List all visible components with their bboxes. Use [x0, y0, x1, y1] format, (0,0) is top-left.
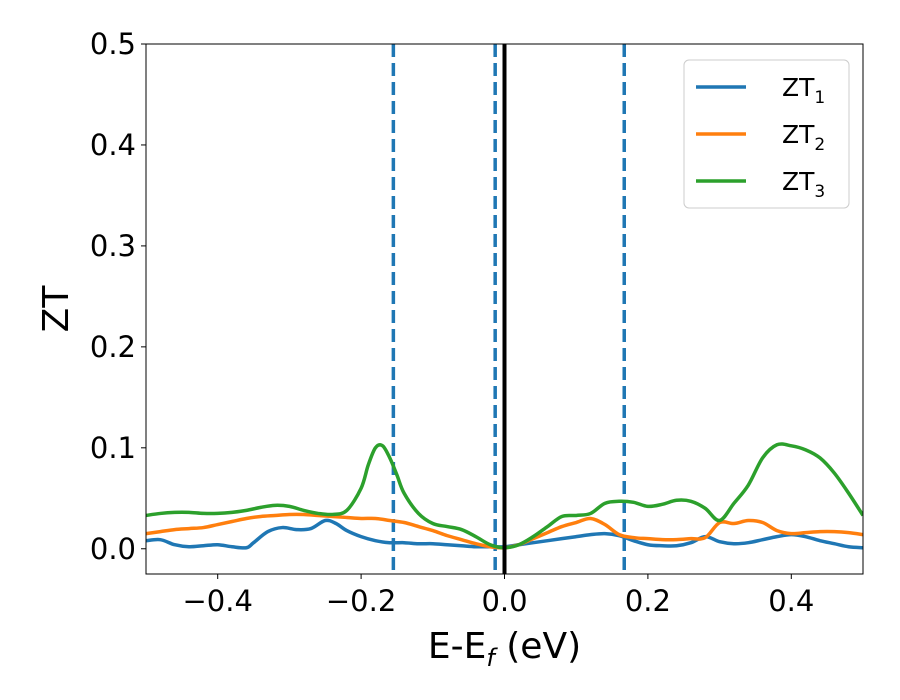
y-tick-label: 0.0: [90, 532, 136, 566]
y-tick-label: 0.4: [90, 128, 136, 162]
y-tick-label: 0.1: [90, 431, 136, 465]
series-lines: [146, 44, 863, 574]
x-tick-label: −0.2: [326, 584, 396, 618]
y-tick-label: 0.5: [90, 27, 136, 61]
legend: ZT1 ZT2 ZT3: [683, 59, 850, 209]
y-tick-label: 0.2: [90, 330, 136, 364]
x-axis-label-unit: (eV): [495, 626, 581, 667]
series-line-zt3: [146, 442, 863, 550]
legend-label-zt3: ZT3: [782, 167, 825, 202]
y-axis-ticks: 0.0 0.1 0.2 0.3 0.4 0.5: [90, 27, 146, 566]
y-axis-label: ZT: [36, 285, 77, 333]
y-tick-label: 0.3: [90, 229, 136, 263]
legend-box: [683, 59, 850, 209]
x-tick-label: 0.2: [625, 584, 671, 618]
legend-label-zt2: ZT2: [782, 120, 825, 155]
vertical-lines: [391, 44, 626, 574]
x-tick-label: −0.4: [182, 584, 252, 618]
x-tick-label: 0.0: [481, 584, 527, 618]
legend-label-zt1: ZT1: [782, 73, 825, 108]
x-axis-label: E-Ef (eV): [428, 626, 581, 672]
x-tick-label: 0.4: [768, 584, 814, 618]
x-axis-ticks: −0.4 −0.2 0.0 0.2 0.4: [182, 574, 814, 618]
x-axis-label-main: E-E: [428, 626, 486, 667]
